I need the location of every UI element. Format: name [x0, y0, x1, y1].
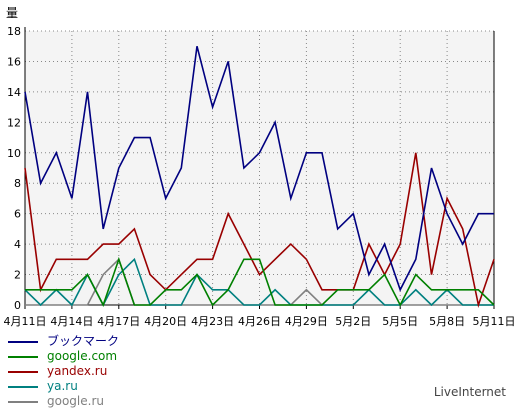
y-tick-label: 16: [7, 55, 21, 68]
y-tick-label: 18: [7, 25, 21, 38]
y-tick-label: 14: [7, 86, 21, 99]
y-axis-label: 量: [6, 6, 18, 20]
legend-item: ブックマーク: [8, 334, 119, 349]
brand-label: LiveInternet: [433, 385, 506, 399]
y-tick-label: 8: [14, 177, 21, 190]
legend-label: google.ru: [47, 394, 104, 408]
x-tick-label: 4月17日: [97, 315, 140, 328]
legend-item: ya.ru: [8, 379, 119, 394]
x-tick-label: 5月11日: [473, 315, 516, 328]
line-chart: 0 2 4 6 8 10 12 14 16 18 4月11日 4月14日 4月17日 4月20日 4月23…: [4, 6, 516, 328]
x-tick-label: 4月23日: [191, 315, 234, 328]
x-tick-label: 5月5日: [382, 315, 418, 328]
x-tick-label: 4月11日: [4, 315, 47, 328]
legend-swatch: [8, 340, 38, 343]
y-tick-label: 2: [14, 269, 21, 282]
y-tick-label: 0: [14, 299, 21, 312]
y-tick-label: 4: [14, 238, 21, 251]
legend-item: google.com: [8, 349, 119, 364]
legend-swatch: [8, 370, 38, 373]
legend: ブックマーク google.com yandex.ru ya.ru google.ru: [8, 334, 119, 409]
legend-item: yandex.ru: [8, 364, 119, 379]
legend-label: ya.ru: [47, 379, 78, 393]
x-tick-labels: 4月11日 4月14日 4月17日 4月20日 4月23日 4月26日 4月29日 5月2日 5…: [4, 305, 516, 328]
y-tick-label: 6: [14, 208, 21, 221]
series-line-google-com: [25, 256, 495, 308]
y-tick-labels: 0 2 4 6 8 10 12 14 16 18: [7, 25, 21, 312]
legend-label: yandex.ru: [47, 364, 108, 378]
legend-swatch: [8, 400, 38, 403]
x-tick-label: 4月20日: [144, 315, 187, 328]
y-tick-label: 10: [7, 147, 21, 160]
legend-label: google.com: [47, 349, 118, 363]
x-tick-label: 4月14日: [50, 315, 93, 328]
series-line--: [24, 46, 494, 292]
legend-item: google.ru: [8, 394, 119, 409]
series-line-yandex-ru: [24, 152, 495, 309]
x-tick-label: 5月2日: [335, 315, 371, 328]
x-tick-label: 4月26日: [238, 315, 281, 328]
x-tick-label: 5月8日: [429, 315, 465, 328]
legend-swatch: [8, 355, 38, 358]
legend-label: ブックマーク: [47, 334, 120, 348]
x-tick-label: 4月29日: [285, 315, 328, 328]
y-tick-label: 12: [7, 116, 21, 129]
legend-swatch: [8, 385, 38, 388]
series-lines: [24, 46, 495, 309]
